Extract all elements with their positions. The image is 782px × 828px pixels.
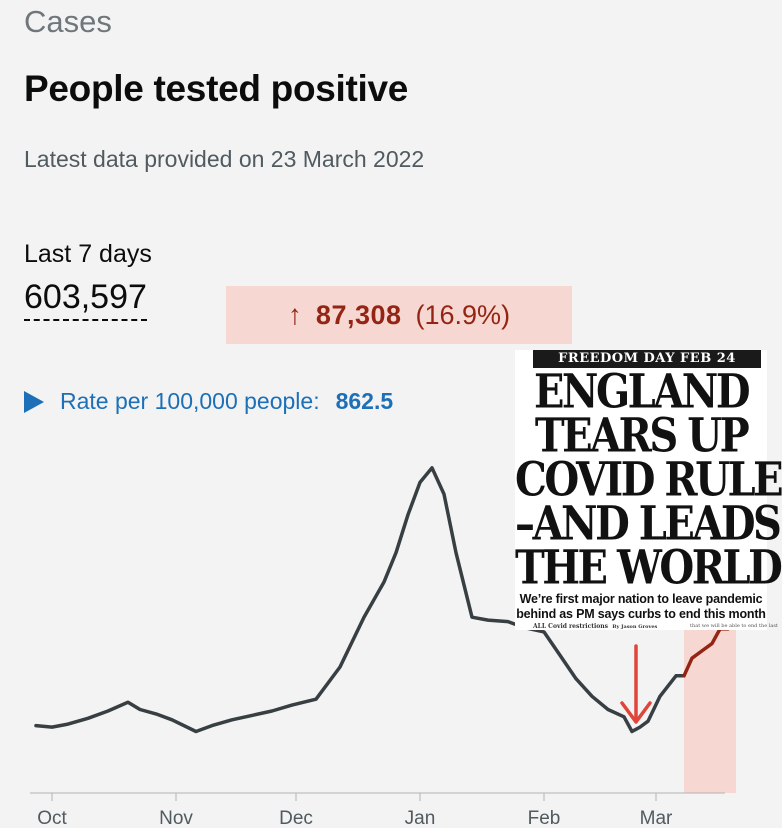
section-heading: Cases xyxy=(24,4,112,39)
rate-label: Rate per 100,000 people: xyxy=(60,388,320,414)
last-7-days-label: Last 7 days xyxy=(24,240,152,268)
headline-line-5: THE WORLD xyxy=(515,539,782,596)
newspaper-body-start: ALL Covid restrictions By Jason Groves xyxy=(533,623,658,630)
change-percent: (16.9%) xyxy=(415,299,511,330)
newspaper-body-column: that we will be able to end the last xyxy=(690,623,778,629)
x-tick-label-feb: Feb xyxy=(528,808,561,828)
change-value: 87,308 xyxy=(315,299,402,330)
headline-line-3: COVID RULES xyxy=(515,451,782,508)
last-7-days-value[interactable]: 603,597 xyxy=(24,277,147,321)
x-axis-ticks: Oct Nov Dec Jan Feb Mar xyxy=(37,793,673,828)
headline-line-1: ENGLAND xyxy=(533,363,751,420)
newspaper-banner: FREEDOM DAY FEB 24 xyxy=(533,350,761,368)
x-tick-label-jan: Jan xyxy=(405,808,436,828)
arrow-down-icon xyxy=(620,644,652,724)
x-tick-label-oct: Oct xyxy=(37,808,67,828)
x-tick-label-dec: Dec xyxy=(279,808,313,828)
headline-line-2: TEARS UP xyxy=(534,407,750,464)
rate-value: 862.5 xyxy=(335,388,394,414)
triangle-right-icon xyxy=(24,390,44,413)
rate-toggle[interactable]: Rate per 100,000 people: 862.5 xyxy=(24,388,393,415)
newspaper-clipping: FREEDOM DAY FEB 24 ENGLAND TEARS UP COVI… xyxy=(515,350,782,630)
latest-data-date: Latest data provided on 23 March 2022 xyxy=(24,146,425,172)
newspaper-subheadline: We’re first major nation to leave pandem… xyxy=(516,592,766,621)
headline-line-4: –AND LEADS xyxy=(515,495,782,552)
x-tick-label-mar: Mar xyxy=(640,808,673,828)
change-badge: ↑ 87,308 (16.9%) xyxy=(226,286,572,344)
page-title: People tested positive xyxy=(24,68,409,109)
arrow-up-icon: ↑ xyxy=(287,299,302,330)
series-line-main xyxy=(34,466,686,734)
x-tick-label-nov: Nov xyxy=(159,808,193,828)
